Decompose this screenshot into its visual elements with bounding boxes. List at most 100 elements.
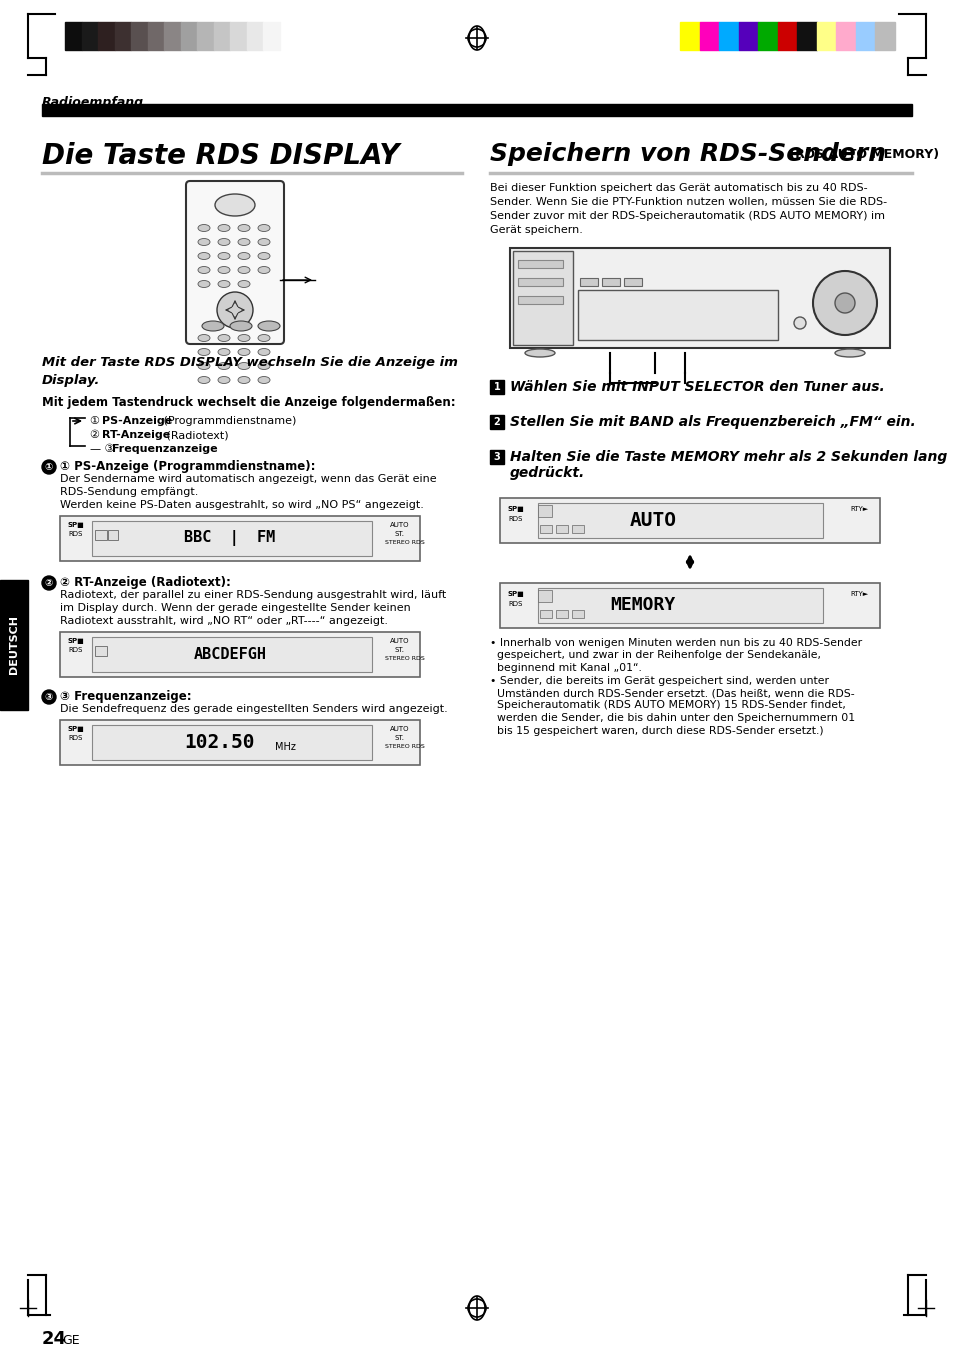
Ellipse shape: [218, 224, 230, 231]
Bar: [855, 22, 875, 50]
Text: Mit jedem Tastendruck wechselt die Anzeige folgendermaßen:: Mit jedem Tastendruck wechselt die Anzei…: [42, 396, 456, 409]
Bar: [572, 611, 583, 617]
Text: (RDS AUTO MEMORY): (RDS AUTO MEMORY): [784, 149, 938, 161]
Ellipse shape: [257, 266, 270, 273]
Text: RDS: RDS: [68, 647, 82, 653]
Ellipse shape: [218, 239, 230, 246]
Bar: [108, 530, 118, 540]
Ellipse shape: [257, 253, 270, 259]
Bar: [679, 22, 699, 50]
Circle shape: [834, 293, 854, 313]
Bar: [65, 22, 81, 50]
Bar: [556, 526, 567, 534]
Bar: [499, 584, 879, 628]
Text: Radiotext, der parallel zu einer RDS-Sendung ausgestrahlt wird, läuft: Radiotext, der parallel zu einer RDS-Sen…: [60, 590, 446, 600]
Bar: [572, 526, 583, 534]
Text: RDS: RDS: [507, 516, 522, 521]
Text: ST.: ST.: [395, 531, 405, 536]
Text: Die Taste RDS DISPLAY: Die Taste RDS DISPLAY: [42, 142, 399, 170]
Text: ①: ①: [90, 416, 103, 426]
Text: ③: ③: [45, 692, 53, 703]
Text: Bei dieser Funktion speichert das Gerät automatisch bis zu 40 RDS-: Bei dieser Funktion speichert das Gerät …: [490, 182, 866, 193]
Bar: [213, 22, 230, 50]
Ellipse shape: [230, 322, 252, 331]
Ellipse shape: [834, 349, 864, 357]
Bar: [758, 22, 777, 50]
Ellipse shape: [198, 362, 210, 370]
Ellipse shape: [198, 239, 210, 246]
Text: DEUTSCH: DEUTSCH: [9, 616, 19, 674]
Bar: [875, 22, 894, 50]
Ellipse shape: [198, 253, 210, 259]
Bar: [490, 450, 503, 463]
Text: werden die Sender, die bis dahin unter den Speichernummern 01: werden die Sender, die bis dahin unter d…: [490, 713, 854, 723]
Bar: [537, 503, 822, 538]
Text: 2: 2: [493, 417, 500, 427]
Text: Wählen Sie mit INPUT SELECTOR den Tuner aus.: Wählen Sie mit INPUT SELECTOR den Tuner …: [510, 380, 883, 394]
Text: STEREO RDS: STEREO RDS: [385, 657, 424, 661]
Text: ST.: ST.: [395, 735, 405, 740]
Text: ② RT-Anzeige (Radiotext):: ② RT-Anzeige (Radiotext):: [60, 576, 231, 589]
Text: gedrückt.: gedrückt.: [510, 466, 584, 480]
Text: 1: 1: [493, 382, 500, 392]
Ellipse shape: [218, 349, 230, 355]
Text: Die Sendefrequenz des gerade eingestellten Senders wird angezeigt.: Die Sendefrequenz des gerade eingestellt…: [60, 704, 447, 713]
Text: RDS: RDS: [68, 735, 82, 740]
Text: Radioempfang: Radioempfang: [42, 96, 144, 109]
Text: Radiotext ausstrahlt, wird „NO RT“ oder „RT----“ angezeigt.: Radiotext ausstrahlt, wird „NO RT“ oder …: [60, 616, 388, 626]
Ellipse shape: [237, 224, 250, 231]
Text: im Display durch. Wenn der gerade eingestellte Sender keinen: im Display durch. Wenn der gerade einges…: [60, 603, 411, 613]
Bar: [517, 278, 562, 286]
Bar: [797, 22, 816, 50]
Circle shape: [793, 317, 805, 330]
Text: • Sender, die bereits im Gerät gespeichert sind, werden unter: • Sender, die bereits im Gerät gespeiche…: [490, 676, 828, 685]
Bar: [98, 22, 114, 50]
Text: (Radiotext): (Radiotext): [163, 430, 229, 440]
Circle shape: [812, 272, 876, 335]
Circle shape: [42, 690, 56, 704]
Ellipse shape: [218, 253, 230, 259]
Ellipse shape: [257, 322, 280, 331]
Bar: [95, 530, 107, 540]
Ellipse shape: [218, 377, 230, 384]
Bar: [81, 22, 98, 50]
Bar: [601, 278, 619, 286]
Text: RDS-Sendung empfängt.: RDS-Sendung empfängt.: [60, 486, 198, 497]
Ellipse shape: [237, 266, 250, 273]
Ellipse shape: [257, 335, 270, 342]
Text: 102.50: 102.50: [185, 734, 255, 753]
Ellipse shape: [524, 349, 555, 357]
Bar: [517, 259, 562, 267]
Text: (Programmdienstname): (Programmdienstname): [160, 416, 296, 426]
Text: RTY►: RTY►: [849, 590, 867, 597]
Bar: [490, 415, 503, 430]
Bar: [164, 22, 180, 50]
Text: ②: ②: [90, 430, 103, 440]
Bar: [510, 249, 889, 349]
Ellipse shape: [198, 335, 210, 342]
Text: PS-Anzeige: PS-Anzeige: [102, 416, 172, 426]
Text: AUTO: AUTO: [629, 511, 677, 530]
Bar: [539, 611, 552, 617]
Text: SP■: SP■: [507, 507, 524, 512]
Bar: [537, 588, 822, 623]
Bar: [490, 380, 503, 394]
Text: Speicherautomatik (RDS AUTO MEMORY) 15 RDS-Sender findet,: Speicherautomatik (RDS AUTO MEMORY) 15 R…: [490, 701, 845, 711]
Text: ① PS-Anzeige (Programmdienstname):: ① PS-Anzeige (Programmdienstname):: [60, 459, 315, 473]
Bar: [197, 22, 213, 50]
Text: Halten Sie die Taste MEMORY mehr als 2 Sekunden lang: Halten Sie die Taste MEMORY mehr als 2 S…: [510, 450, 946, 463]
Bar: [42, 104, 911, 116]
Bar: [719, 22, 738, 50]
Ellipse shape: [257, 349, 270, 355]
Text: bis 15 gespeichert waren, durch diese RDS-Sender ersetzt.): bis 15 gespeichert waren, durch diese RD…: [490, 725, 822, 735]
Text: Der Sendername wird automatisch angezeigt, wenn das Gerät eine: Der Sendername wird automatisch angezeig…: [60, 474, 436, 484]
Ellipse shape: [218, 335, 230, 342]
Bar: [556, 611, 567, 617]
Text: — ③: — ③: [90, 444, 118, 454]
Ellipse shape: [198, 266, 210, 273]
Bar: [247, 22, 263, 50]
Bar: [539, 526, 552, 534]
Text: SP■: SP■: [68, 725, 85, 732]
Bar: [578, 290, 778, 340]
Text: BBC  |  FM: BBC | FM: [184, 531, 275, 547]
